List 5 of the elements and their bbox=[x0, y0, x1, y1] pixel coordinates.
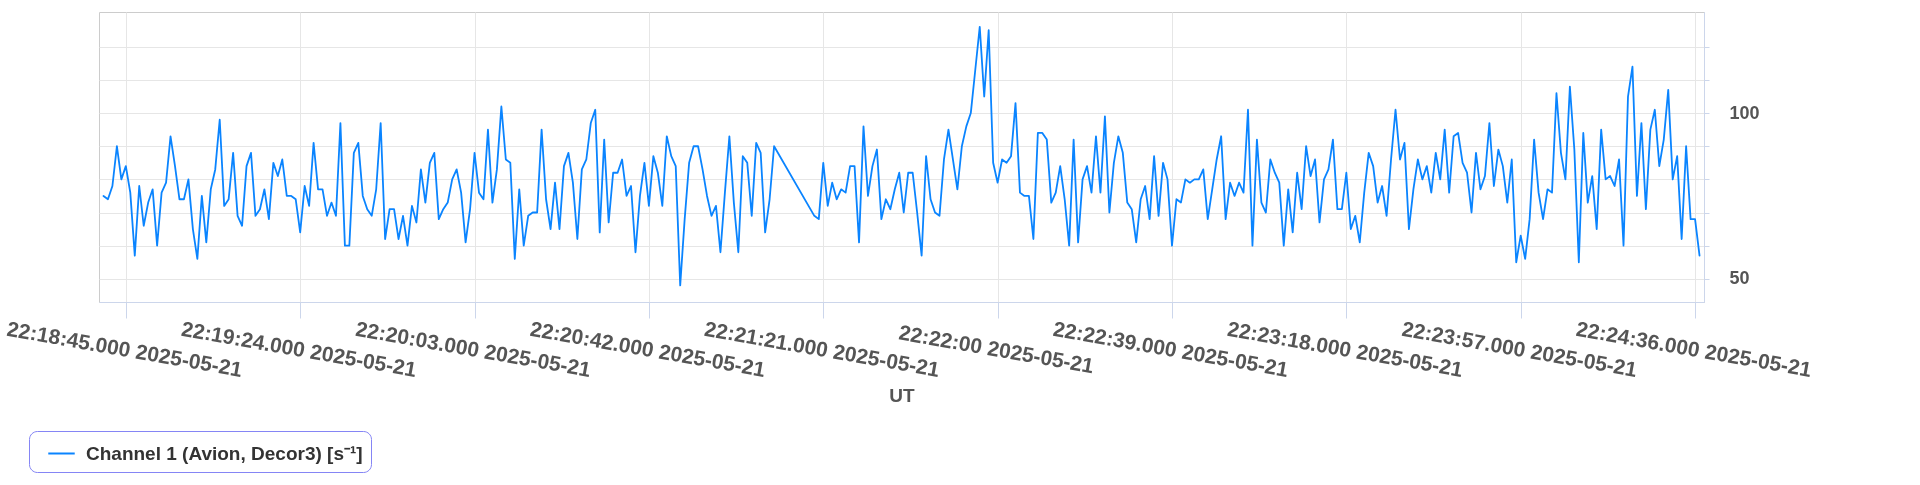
x-axis-title: UT bbox=[889, 384, 916, 406]
legend-label: Channel 1 (Avion, Decor3) [s⁻¹] bbox=[86, 442, 363, 464]
line-series bbox=[102, 26, 1701, 287]
y-tick-label: 100 bbox=[1729, 102, 1760, 123]
y-tick-label: 50 bbox=[1729, 268, 1750, 289]
